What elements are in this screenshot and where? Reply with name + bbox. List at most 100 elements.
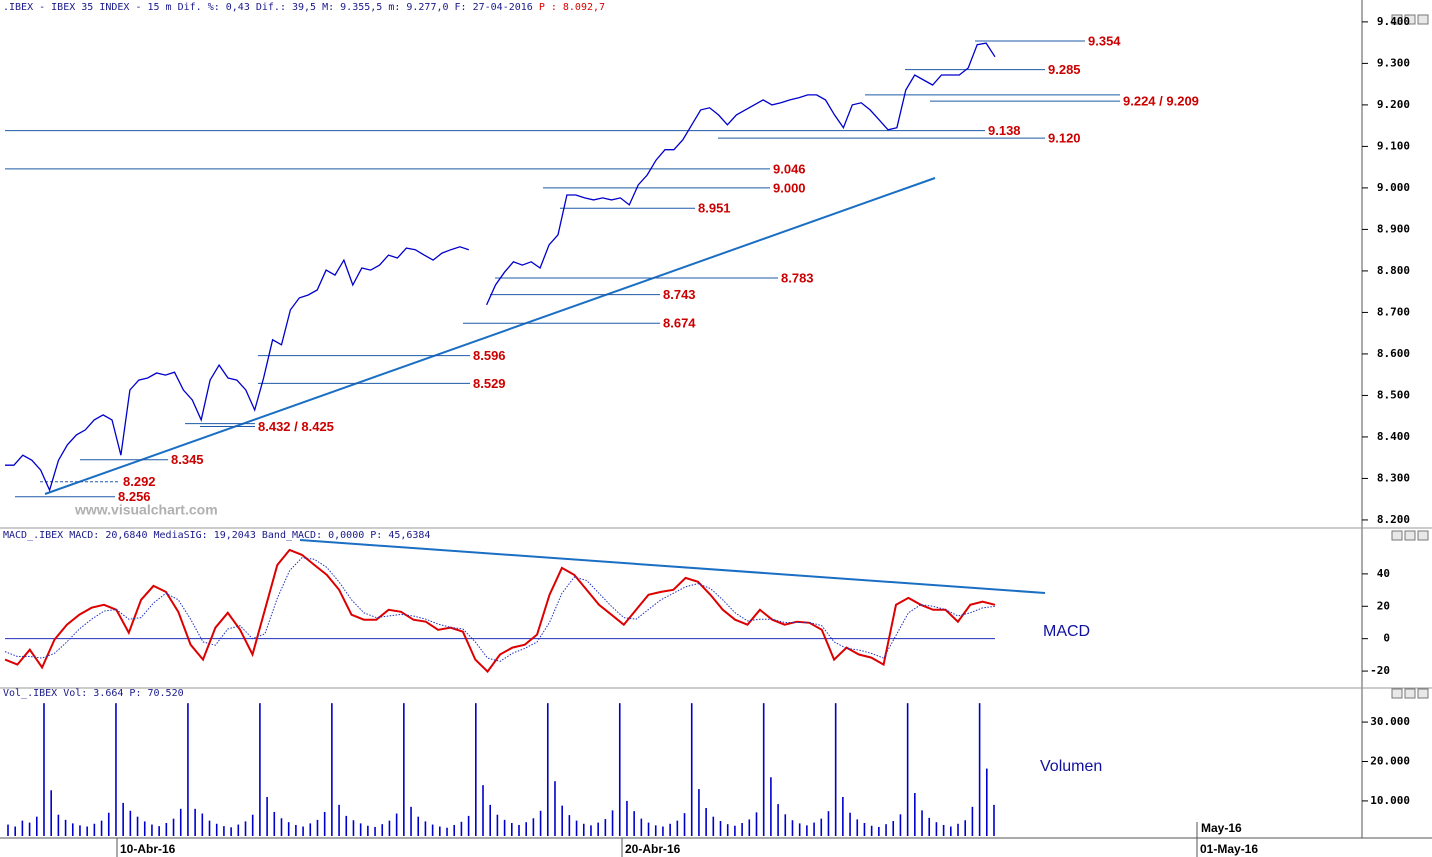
volume-bar <box>338 804 340 836</box>
volume-bar <box>115 703 117 836</box>
button[interactable] <box>1404 688 1416 699</box>
volume-bar <box>43 703 45 836</box>
volume-bar <box>64 819 67 836</box>
volume-bar <box>71 823 74 836</box>
y-tick-label: 30.000 <box>1370 715 1410 728</box>
volume-bar <box>906 703 909 836</box>
volume-bar <box>554 781 556 836</box>
volume-bar <box>453 824 456 836</box>
volume-bar <box>79 825 81 836</box>
button[interactable] <box>1404 14 1416 25</box>
button[interactable] <box>1404 530 1416 541</box>
volume-bar <box>179 808 182 836</box>
y-tick-label: -20 <box>1370 664 1390 677</box>
y-tick-label: 8.500 <box>1377 388 1410 401</box>
volume-bar <box>93 823 96 836</box>
level-label: 8.783 <box>781 270 814 285</box>
volume-bar <box>266 796 268 836</box>
volume-bar <box>611 810 614 836</box>
volume-bar <box>381 824 384 836</box>
volume-bar <box>654 825 657 836</box>
level-label: 9.000 <box>773 180 806 195</box>
volume-bar <box>122 802 124 836</box>
series-line <box>4 548 996 674</box>
volume-bar <box>914 793 916 836</box>
volume-bar <box>827 811 830 836</box>
volume-bar <box>395 813 398 836</box>
volume-bar <box>424 821 427 836</box>
volume-bar <box>57 814 60 836</box>
button[interactable] <box>1391 14 1403 25</box>
volume-bar <box>323 811 326 836</box>
level-label: 8.951 <box>698 201 731 216</box>
volume-bar <box>403 703 405 836</box>
volume-bar <box>215 823 218 836</box>
volume-bar <box>762 703 765 836</box>
volume-bar <box>208 820 211 836</box>
volume-bar <box>86 826 88 836</box>
button[interactable] <box>1417 530 1429 541</box>
volume-bar <box>964 820 967 836</box>
volume-bar <box>935 822 938 836</box>
volume-bar <box>604 819 607 836</box>
volume-bar <box>777 804 779 836</box>
volume-bar <box>892 821 895 836</box>
panel-title: MACD_.IBEX MACD: 20,6840 MediaSIG: 19,20… <box>3 530 430 541</box>
button[interactable] <box>1417 688 1429 699</box>
volume-bar <box>590 825 592 836</box>
level-label: 9.138 <box>988 123 1021 138</box>
volume-bar <box>28 822 31 836</box>
level-label: 9.285 <box>1048 62 1081 77</box>
volume-bar <box>971 806 974 836</box>
y-tick-label: 9.400 <box>1377 15 1410 28</box>
volume-bar <box>690 703 693 836</box>
series-line <box>5 42 996 492</box>
volume-bar <box>7 824 9 836</box>
volume-bar <box>359 823 362 836</box>
trend-line <box>299 539 1046 594</box>
volume-bar <box>489 804 492 836</box>
volume-bar <box>259 703 261 836</box>
button[interactable] <box>1391 530 1403 541</box>
y-tick-label: 0 <box>1383 632 1390 645</box>
level-label: 8.529 <box>473 376 506 391</box>
last-price: P : 8.092,7 <box>539 2 605 13</box>
level-label: 8.256 <box>118 489 151 504</box>
volume-bar <box>287 822 290 836</box>
volume-bar <box>532 818 535 836</box>
volume-bar <box>201 813 204 836</box>
volume-bar <box>698 789 700 836</box>
volume-bar <box>676 820 679 836</box>
volume-bar <box>849 812 851 836</box>
volume-bar <box>784 814 787 836</box>
volume-bar <box>100 820 103 836</box>
volume-bar <box>899 814 902 836</box>
level-label: 9.224 / 9.209 <box>1123 94 1199 109</box>
volume-bar <box>482 785 484 836</box>
panel-buttons[interactable] <box>1391 14 1429 699</box>
volume-bar <box>14 826 16 836</box>
volume-bar <box>158 826 160 836</box>
volume-bar <box>921 810 923 836</box>
volume-bar <box>986 768 988 836</box>
y-tick-label: 8.800 <box>1377 264 1410 277</box>
y-tick-label: 8.600 <box>1377 347 1410 360</box>
volume-bar <box>582 823 585 836</box>
volume-bar <box>352 820 355 836</box>
volume-bar <box>410 806 412 836</box>
volume-bar <box>669 823 671 836</box>
volume-bar <box>172 818 175 836</box>
button[interactable] <box>1391 688 1403 699</box>
button[interactable] <box>1417 14 1429 25</box>
volume-bar <box>885 824 887 836</box>
volume-bar <box>295 824 297 836</box>
month-label: May-16 <box>1201 821 1242 835</box>
volume-bar <box>647 822 650 836</box>
y-tick-label: 9.100 <box>1377 139 1410 152</box>
volume-bar <box>798 823 801 836</box>
level-label: 8.432 / 8.425 <box>258 419 334 434</box>
y-tick-label: 40 <box>1377 567 1390 580</box>
volume-bar <box>302 826 304 836</box>
volume-bar <box>626 800 628 836</box>
volume-bar <box>834 703 837 836</box>
